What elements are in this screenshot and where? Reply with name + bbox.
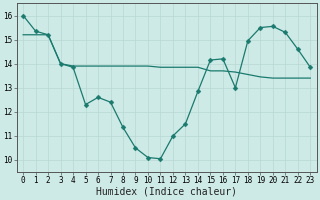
X-axis label: Humidex (Indice chaleur): Humidex (Indice chaleur) xyxy=(96,187,237,197)
